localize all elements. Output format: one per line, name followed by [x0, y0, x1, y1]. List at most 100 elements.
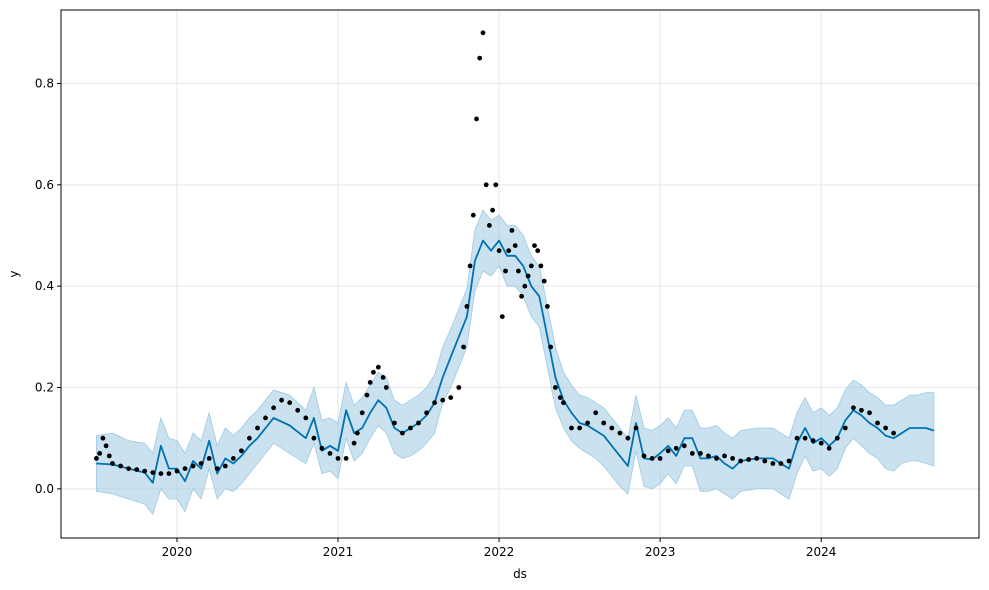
x-tick-label: 2020 — [162, 545, 193, 559]
observed-point — [470, 212, 476, 218]
observed-point — [493, 182, 499, 188]
observed-point — [375, 364, 381, 370]
observed-point — [506, 248, 512, 254]
observed-point — [553, 385, 558, 390]
observed-point — [448, 395, 454, 400]
x-tick-label: 2022 — [484, 545, 515, 559]
observed-point — [617, 430, 623, 436]
observed-point — [730, 456, 735, 461]
observed-point — [535, 248, 541, 254]
x-axis-label: ds — [513, 567, 527, 581]
observed-point — [97, 451, 103, 456]
observed-point — [490, 207, 495, 213]
observed-point — [601, 420, 607, 426]
observed-point — [416, 420, 421, 426]
observed-point — [665, 448, 671, 454]
observed-point — [509, 228, 515, 233]
observed-point — [483, 182, 489, 188]
observed-point — [859, 407, 864, 413]
observed-point — [279, 397, 284, 403]
observed-point — [126, 466, 131, 471]
observed-point — [541, 278, 547, 284]
observed-point — [633, 425, 639, 431]
observed-point — [503, 268, 508, 274]
observed-point — [778, 461, 784, 466]
observed-point — [461, 344, 466, 350]
y-axis-label: y — [7, 270, 21, 277]
observed-points — [94, 30, 896, 476]
observed-point — [467, 263, 473, 269]
x-tick-label: 2024 — [806, 545, 837, 559]
observed-point — [480, 30, 486, 36]
observed-point — [343, 456, 349, 461]
x-axis-ticks: 2020 2021 2022 2023 2024 — [162, 538, 837, 559]
observed-point — [851, 405, 856, 411]
observed-point — [255, 425, 260, 431]
observed-point — [303, 415, 309, 421]
observed-point — [118, 463, 123, 469]
observed-point — [754, 456, 760, 461]
observed-point — [440, 397, 446, 403]
observed-point — [158, 471, 164, 476]
x-tick-label: 2021 — [323, 545, 354, 559]
observed-point — [891, 430, 896, 436]
observed-point — [681, 443, 687, 449]
observed-point — [545, 304, 550, 309]
observed-point — [174, 468, 180, 474]
observed-point — [883, 425, 888, 431]
observed-point — [649, 456, 655, 461]
observed-point — [367, 380, 373, 385]
observed-point — [364, 392, 370, 398]
observed-point — [424, 410, 429, 416]
observed-point — [134, 467, 140, 472]
observed-point — [548, 344, 553, 350]
observed-point — [271, 405, 276, 411]
observed-point — [689, 451, 695, 456]
observed-point — [100, 435, 106, 441]
observed-point — [496, 248, 502, 254]
observed-point — [528, 263, 534, 269]
observed-point — [464, 304, 470, 309]
y-tick-label: 0.2 — [35, 381, 54, 395]
observed-point — [738, 458, 743, 464]
observed-point — [826, 445, 832, 451]
observed-point — [762, 458, 768, 464]
observed-point — [499, 314, 505, 319]
observed-point — [311, 435, 317, 441]
observed-point — [714, 456, 719, 461]
observed-point — [706, 453, 711, 459]
observed-point — [230, 456, 236, 461]
observed-point — [585, 420, 590, 426]
observed-point — [354, 430, 360, 436]
observed-point — [359, 410, 365, 416]
observed-point — [875, 420, 880, 426]
observed-point — [351, 440, 357, 446]
observed-point — [698, 451, 703, 456]
observed-point — [432, 400, 437, 406]
observed-point — [190, 463, 196, 469]
observed-point — [641, 453, 647, 459]
observed-point — [516, 268, 521, 274]
grid — [61, 10, 979, 538]
y-tick-label: 0.4 — [35, 279, 54, 293]
x-tick-label: 2023 — [645, 545, 676, 559]
observed-point — [103, 443, 109, 449]
observed-point — [392, 420, 397, 426]
observed-point — [477, 55, 483, 61]
observed-point — [532, 243, 537, 249]
observed-point — [538, 263, 544, 269]
observed-point — [722, 453, 727, 459]
observed-point — [400, 430, 405, 436]
observed-point — [867, 410, 872, 416]
observed-point — [239, 448, 244, 454]
observed-point — [182, 466, 188, 471]
observed-point — [319, 445, 325, 451]
plot-frame — [60, 9, 980, 539]
y-tick-label: 0.6 — [35, 178, 54, 192]
observed-point — [818, 440, 824, 446]
observed-point — [150, 470, 156, 475]
observed-point — [609, 425, 615, 431]
observed-point — [593, 410, 599, 416]
